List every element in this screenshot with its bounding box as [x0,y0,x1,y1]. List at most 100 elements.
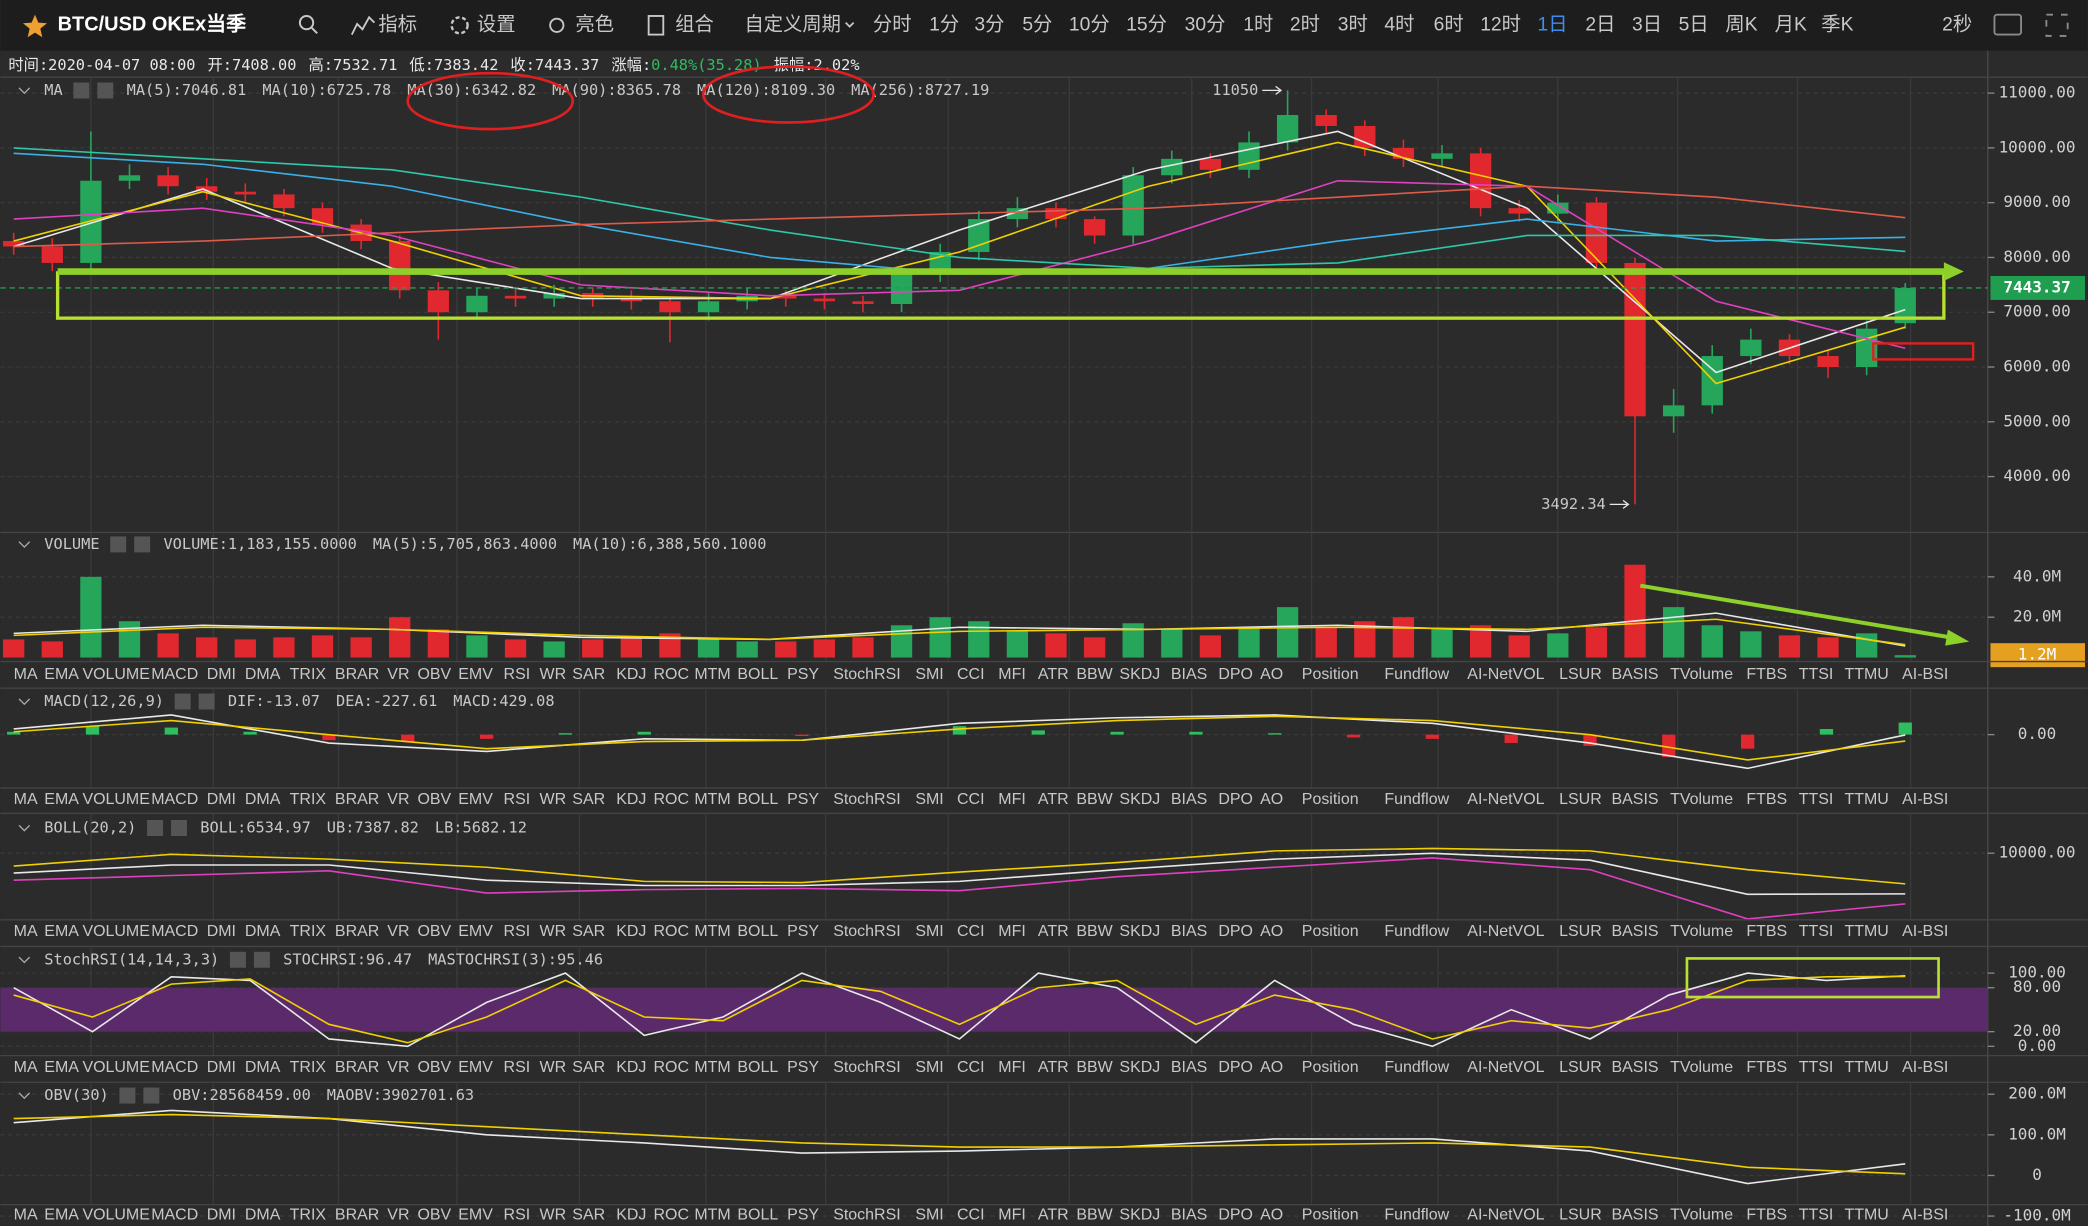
indicator-tab[interactable]: LSUR [1559,791,1602,808]
indicator-tab[interactable]: SKDJ [1119,666,1160,683]
indicator-tab[interactable]: EMV [458,666,493,683]
indicator-tab[interactable]: ATR [1038,791,1069,808]
indicator-tab[interactable]: PSY [787,923,819,940]
indicator-tab[interactable]: BRAR [335,1207,379,1224]
indicator-tab[interactable]: TVolume [1670,1207,1733,1224]
menu-item[interactable]: 组合 [675,13,714,35]
indicator-tab[interactable]: MFI [998,923,1025,940]
indicator-tab[interactable]: TVolume [1670,791,1733,808]
indicator-tab[interactable]: MTM [694,1207,730,1224]
indicator-tab[interactable]: AI-NetVOL [1467,791,1544,808]
indicator-tab[interactable]: MACD [151,666,198,683]
indicator-tab[interactable]: ROC [654,791,690,808]
indicator-tab[interactable]: AI-BSI [1902,1059,1948,1076]
indicator-tab[interactable]: ATR [1038,1207,1069,1224]
indicator-tab[interactable]: AO [1260,1207,1283,1224]
indicator-tab[interactable]: ATR [1038,666,1069,683]
indicator-tab[interactable]: AI-BSI [1902,1207,1948,1224]
indicator-tab[interactable]: Fundflow [1384,791,1449,808]
indicator-tab[interactable]: TRIX [290,923,327,940]
indicator-tab[interactable]: BOLL [737,666,778,683]
indicator-tab[interactable]: FTBS [1746,1207,1787,1224]
indicator-tab[interactable]: BRAR [335,791,379,808]
indicator-tab[interactable]: OBV [417,1059,451,1076]
indicator-tab[interactable]: RSI [504,1059,531,1076]
indicator-tab[interactable]: TTSI [1799,923,1834,940]
indicator-tab[interactable]: BASIS [1612,1059,1659,1076]
indicator-tab[interactable]: MTM [694,791,730,808]
indicator-tab[interactable]: BASIS [1612,791,1659,808]
indicator-tab[interactable]: Position [1302,791,1359,808]
indicator-tab[interactable]: StochRSI [833,666,900,683]
settings-button[interactable] [110,536,126,552]
indicator-tab[interactable]: TTMU [1844,666,1888,683]
indicator-tab[interactable]: DMA [245,1059,281,1076]
indicator-tab[interactable]: TTMU [1844,1059,1888,1076]
indicator-tab[interactable]: CCI [957,791,985,808]
settings-button[interactable] [175,694,191,710]
period[interactable]: 10分 [1069,13,1110,35]
indicator-tab[interactable]: Fundflow [1384,666,1449,683]
indicator-tab[interactable]: DPO [1218,1207,1253,1224]
indicator-tab[interactable]: ATR [1038,1059,1069,1076]
indicator-tab[interactable]: CCI [957,923,985,940]
indicator-tab[interactable]: TTMU [1844,923,1888,940]
period[interactable]: 1日 [1537,14,1567,35]
indicator-tab[interactable]: BOLL [737,1059,778,1076]
indicator-tab[interactable]: MA [14,1207,38,1224]
indicator-tab[interactable]: BBW [1076,791,1113,808]
settings-button[interactable] [73,83,89,99]
indicator-tab[interactable]: BRAR [335,1059,379,1076]
indicator-tab[interactable]: CCI [957,666,985,683]
indicator-tab[interactable]: EMA [44,666,79,683]
indicator-tab[interactable]: TTSI [1799,791,1834,808]
close-button[interactable] [254,952,270,968]
indicator-tab[interactable]: EMA [44,923,79,940]
indicator-tab[interactable]: CCI [957,1207,985,1224]
period[interactable]: 2时 [1290,13,1320,35]
indicator-tab[interactable]: SKDJ [1119,923,1160,940]
indicator-tab[interactable]: DMI [207,1059,236,1076]
indicator-tab[interactable]: TRIX [290,1059,327,1076]
indicator-tab[interactable]: PSY [787,666,819,683]
custom-period[interactable]: 自定义周期 [744,13,841,35]
indicator-tab[interactable]: KDJ [616,1059,646,1076]
settings-button[interactable] [119,1088,135,1104]
indicator-tab[interactable]: SAR [572,1207,605,1224]
menu-item[interactable]: 亮色 [575,13,614,35]
indicator-tab[interactable]: DPO [1218,923,1253,940]
indicator-tab[interactable]: MTM [694,666,730,683]
settings-button[interactable] [230,952,246,968]
indicator-tab[interactable]: StochRSI [833,1059,900,1076]
indicator-tab[interactable]: ROC [654,923,690,940]
indicator-tab[interactable]: FTBS [1746,923,1787,940]
indicator-tab[interactable]: MACD [151,1207,198,1224]
settings-button[interactable] [147,820,163,836]
indicator-tab[interactable]: Position [1302,666,1359,683]
indicator-tab[interactable]: StochRSI [833,923,900,940]
menu-item[interactable]: 设置 [477,13,516,35]
indicator-tab[interactable]: AI-NetVOL [1467,1207,1544,1224]
indicator-tab[interactable]: SMI [915,791,943,808]
indicator-tab[interactable]: Fundflow [1384,923,1449,940]
period[interactable]: 12时 [1480,13,1521,35]
indicator-tab[interactable]: WR [539,791,566,808]
indicator-tab[interactable]: BASIS [1612,666,1659,683]
indicator-tab[interactable]: SKDJ [1119,1207,1160,1224]
indicator-tab[interactable]: Position [1302,923,1359,940]
indicator-tab[interactable]: EMV [458,1059,493,1076]
indicator-tab[interactable]: TVolume [1670,923,1733,940]
indicator-tab[interactable]: AO [1260,791,1283,808]
indicator-tab[interactable]: SMI [915,1059,943,1076]
indicator-tab[interactable]: OBV [417,666,451,683]
indicator-tab[interactable]: CCI [957,1059,985,1076]
indicator-tab[interactable]: DMI [207,666,236,683]
indicator-tab[interactable]: PSY [787,1207,819,1224]
indicator-tab[interactable]: KDJ [616,923,646,940]
indicator-tab[interactable]: TTMU [1844,1207,1888,1224]
indicator-tab[interactable]: AO [1260,666,1283,683]
indicator-tab[interactable]: DMA [245,666,281,683]
indicator-tab[interactable]: VOLUME [82,1207,149,1224]
symbol[interactable]: BTC/USD OKEx当季 [58,13,247,36]
indicator-tab[interactable]: ATR [1038,923,1069,940]
